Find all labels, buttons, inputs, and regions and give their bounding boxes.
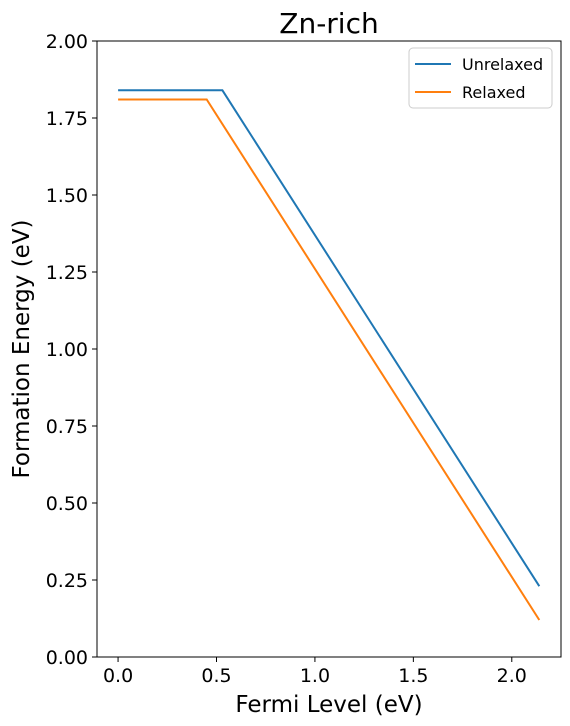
- series-line-2: [118, 98, 541, 621]
- y-tick-label: 0.75: [46, 416, 88, 438]
- plot-area: [96, 40, 562, 658]
- x-tick-label: 2.0: [497, 665, 527, 687]
- legend-label-1: Unrelaxed: [462, 55, 543, 74]
- chart-title: Zn-rich: [279, 7, 378, 40]
- y-axis: 0.00 0.25 0.50 0.75 1.00 1.25 1.50 1.75 2.00: [46, 31, 97, 669]
- x-axis: 0.0 0.5 1.0 1.5 2.0: [103, 657, 527, 687]
- x-tick-label: 0.5: [201, 665, 231, 687]
- x-tick-label: 1.5: [398, 665, 428, 687]
- y-tick-label: 0.00: [46, 647, 88, 669]
- legend-label-2: Relaxed: [462, 83, 525, 102]
- axes-frame: [96, 40, 562, 658]
- y-tick-label: 1.25: [46, 262, 88, 284]
- legend: Unrelaxed Relaxed: [408, 47, 553, 109]
- x-tick-label: 1.0: [300, 665, 330, 687]
- x-tick-label: 0.0: [103, 665, 133, 687]
- y-tick-label: 1.75: [46, 108, 88, 130]
- y-tick-label: 1.50: [46, 185, 88, 207]
- y-tick-label: 0.50: [46, 493, 88, 515]
- y-tick-label: 0.25: [46, 570, 88, 592]
- y-tick-label: 1.00: [46, 339, 88, 361]
- x-axis-label: Fermi Level (eV): [235, 692, 422, 718]
- series-line-1: [118, 89, 541, 587]
- y-tick-label: 2.00: [46, 31, 88, 53]
- y-axis-label: Formation Energy (eV): [9, 219, 35, 478]
